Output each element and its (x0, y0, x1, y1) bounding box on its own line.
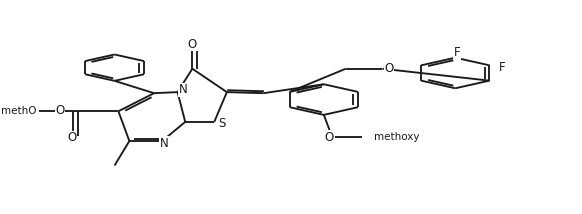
Text: S: S (218, 117, 226, 130)
Text: O: O (325, 131, 334, 144)
Text: F: F (499, 61, 506, 74)
Text: methoxy: methoxy (374, 132, 420, 142)
Text: F: F (453, 46, 460, 59)
Text: O: O (188, 38, 197, 51)
Text: O: O (384, 62, 393, 75)
Text: O: O (55, 104, 65, 117)
Text: N: N (160, 137, 169, 150)
Text: methO: methO (1, 106, 37, 116)
Text: O: O (67, 131, 76, 144)
Text: N: N (179, 83, 187, 97)
